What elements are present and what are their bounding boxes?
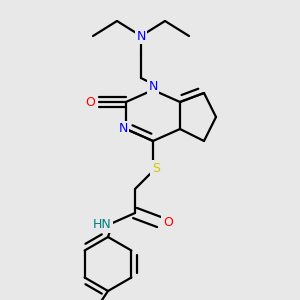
Text: N: N: [148, 80, 158, 94]
Text: S: S: [152, 161, 160, 175]
Text: O: O: [163, 215, 173, 229]
Text: HN: HN: [93, 218, 111, 232]
Text: N: N: [118, 122, 128, 136]
Text: N: N: [136, 29, 146, 43]
Text: O: O: [85, 95, 95, 109]
